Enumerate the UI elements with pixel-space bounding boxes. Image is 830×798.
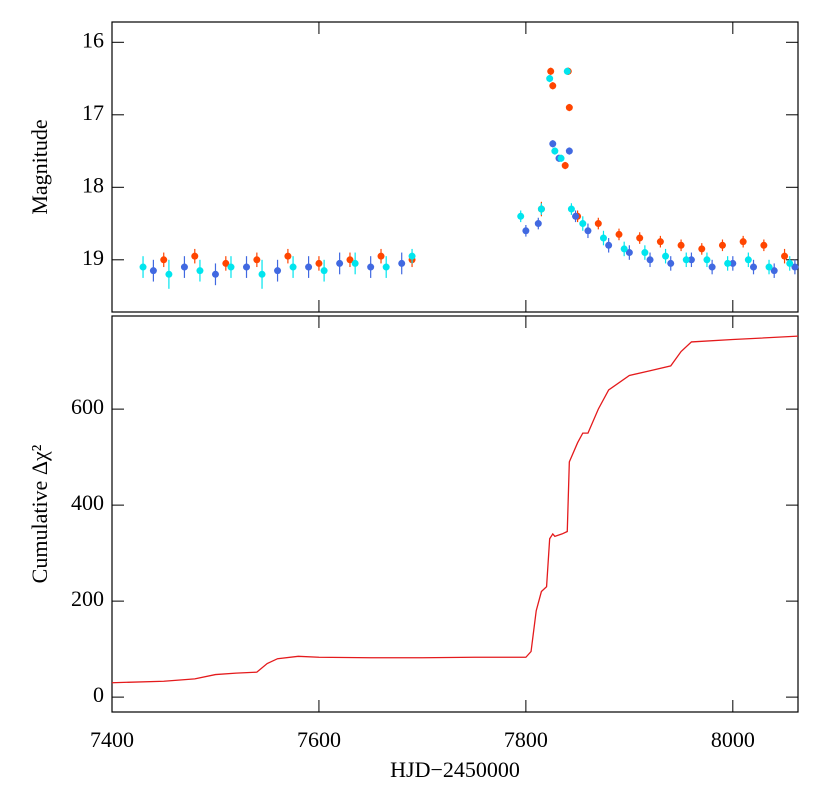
bottom-frame (111, 315, 799, 713)
data-point (636, 234, 644, 242)
data-point (243, 263, 251, 271)
data-point (563, 67, 571, 75)
data-point (534, 220, 542, 228)
data-point (149, 267, 157, 275)
data-point (687, 256, 695, 264)
y-tick-label: 600 (71, 394, 104, 419)
data-point (565, 104, 573, 112)
data-point (547, 67, 555, 75)
data-point (377, 252, 385, 260)
data-point (760, 241, 768, 249)
data-point (211, 270, 219, 278)
data-point (572, 212, 580, 220)
y-axis-label: Cumulative Δχ² (27, 444, 52, 583)
data-point (561, 162, 569, 170)
data-point (382, 263, 390, 271)
data-point (222, 259, 230, 267)
data-point (258, 270, 266, 278)
data-point (284, 252, 292, 260)
data-point (703, 256, 711, 264)
data-point (770, 267, 778, 275)
data-point (336, 259, 344, 267)
data-point (698, 245, 706, 253)
y-tick-label: 0 (93, 682, 104, 707)
data-point (367, 263, 375, 271)
data-point (667, 259, 675, 267)
data-point (315, 259, 323, 267)
x-tick-label: 8000 (711, 727, 755, 752)
data-point (781, 252, 789, 260)
data-point (677, 241, 685, 249)
data-point (646, 256, 654, 264)
x-tick-label: 7800 (504, 727, 548, 752)
data-point (565, 147, 573, 155)
data-point (196, 267, 204, 275)
data-point (320, 267, 328, 275)
data-point (599, 234, 607, 242)
data-point (656, 238, 664, 246)
x-axis-label: HJD−2450000 (390, 757, 520, 782)
data-point (551, 147, 559, 155)
y-tick-label: 200 (71, 586, 104, 611)
data-point (160, 256, 168, 264)
data-point (620, 245, 628, 253)
y-tick-label: 18 (82, 172, 104, 197)
data-point (227, 263, 235, 271)
data-point (729, 259, 737, 267)
data-point (398, 259, 406, 267)
data-point (517, 212, 525, 220)
data-point (791, 263, 799, 271)
x-tick-label: 7400 (90, 727, 134, 752)
data-point (662, 252, 670, 260)
data-point (351, 259, 359, 267)
data-point (274, 267, 282, 275)
data-line (111, 335, 799, 684)
data-point (165, 270, 173, 278)
data-point (584, 227, 592, 235)
data-point (139, 263, 147, 271)
data-point (579, 220, 587, 228)
y-axis-label: Magnitude (27, 119, 52, 214)
data-point (744, 256, 752, 264)
data-point (641, 249, 649, 257)
y-tick-label: 19 (82, 245, 104, 270)
data-point (408, 252, 416, 260)
data-point (546, 75, 554, 83)
data-point (253, 256, 261, 264)
data-point (305, 263, 313, 271)
y-tick-label: 17 (82, 100, 104, 125)
data-point (724, 259, 732, 267)
data-point (625, 249, 633, 257)
data-point (786, 259, 794, 267)
data-point (750, 263, 758, 271)
data-point (594, 220, 602, 228)
x-tick-label: 7600 (297, 727, 341, 752)
data-point (739, 238, 747, 246)
data-point (708, 263, 716, 271)
data-point (557, 154, 565, 162)
data-point (191, 252, 199, 260)
data-point (718, 241, 726, 249)
data-point (682, 256, 690, 264)
data-point (522, 227, 530, 235)
data-point (765, 263, 773, 271)
data-point (180, 263, 188, 271)
data-point (605, 241, 613, 249)
top-frame (111, 21, 799, 313)
data-point (346, 256, 354, 264)
y-tick-label: 16 (82, 27, 104, 52)
data-point (537, 205, 545, 213)
data-point (289, 263, 297, 271)
data-point (615, 230, 623, 238)
data-point (549, 82, 557, 90)
y-tick-label: 400 (71, 490, 104, 515)
data-point (549, 140, 557, 148)
data-point (567, 205, 575, 213)
